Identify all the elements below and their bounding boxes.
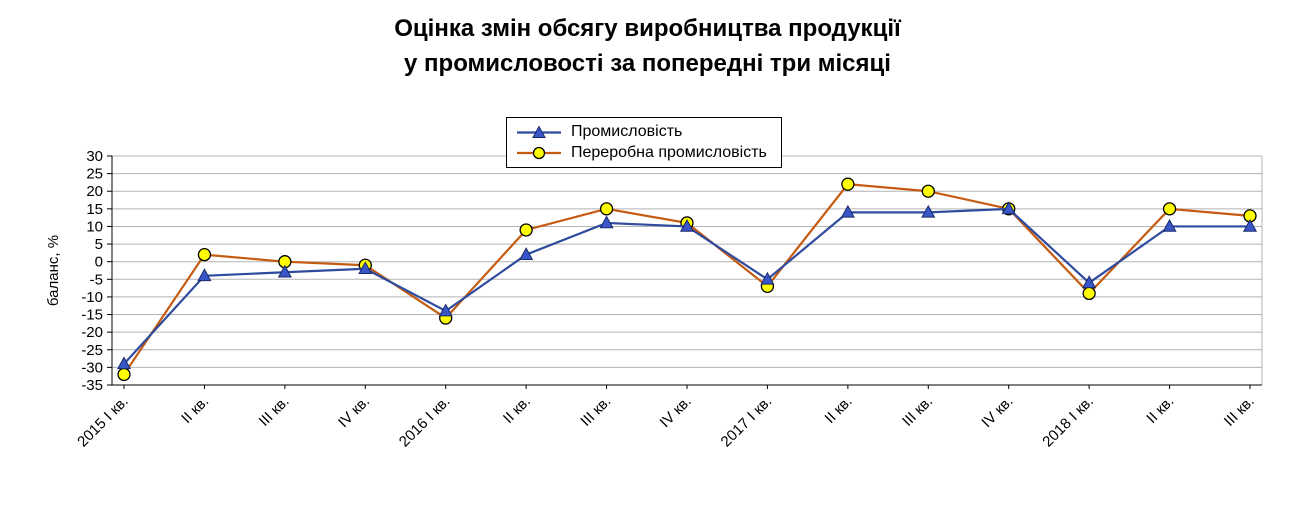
chart-title-line2: у промисловості за попередні три місяці xyxy=(404,49,891,77)
data-point-marker xyxy=(1242,218,1258,232)
data-point-marker xyxy=(841,177,855,191)
legend-sample-circle-icon xyxy=(517,146,561,160)
x-tick-label: III кв. xyxy=(577,393,614,430)
x-tick-label: III кв. xyxy=(1221,393,1258,430)
y-tick-label: -15 xyxy=(81,307,103,324)
y-tick-label: 25 xyxy=(86,166,103,183)
legend-sample-triangle-icon xyxy=(517,125,561,138)
x-tick-label: IV кв. xyxy=(978,393,1016,431)
data-point-marker xyxy=(358,261,373,275)
data-point-marker xyxy=(599,215,614,229)
data-point-marker xyxy=(1162,202,1177,216)
y-tick-label: -25 xyxy=(81,342,103,359)
legend-item-processing: Переробна промисловість xyxy=(516,144,767,162)
legend-label-processing: Переробна промисловість xyxy=(571,144,767,161)
data-point-marker xyxy=(519,247,534,260)
y-tick-label: -35 xyxy=(81,377,103,394)
data-point-marker xyxy=(921,184,935,198)
data-point-marker xyxy=(116,356,132,370)
x-tick-label: IV кв. xyxy=(335,393,373,431)
data-point-marker xyxy=(438,303,453,317)
data-point-marker xyxy=(519,223,533,237)
x-tick-label: III кв. xyxy=(256,393,293,430)
data-point-marker xyxy=(679,218,695,232)
x-tick-label: 2017 I кв. xyxy=(718,393,776,451)
y-tick-label: -30 xyxy=(81,359,103,376)
data-point-marker xyxy=(760,271,775,285)
x-tick-label: IV кв. xyxy=(657,393,695,431)
legend-item-industry: Промисловість xyxy=(516,123,767,141)
data-point-marker xyxy=(1001,201,1016,215)
legend-label-industry: Промисловість xyxy=(571,123,683,140)
y-tick-label: 0 xyxy=(95,254,103,271)
x-tick-label: II кв. xyxy=(500,393,534,427)
data-point-marker xyxy=(599,202,614,216)
y-tick-label: 15 xyxy=(86,201,103,218)
data-point-marker xyxy=(277,264,292,278)
y-tick-label: 10 xyxy=(86,218,103,235)
data-point-marker xyxy=(197,247,212,262)
data-point-marker xyxy=(921,204,936,218)
y-tick-label: 20 xyxy=(86,183,103,200)
x-tick-label: II кв. xyxy=(822,393,856,427)
y-tick-label: -20 xyxy=(81,324,103,341)
x-tick-label: 2016 I кв. xyxy=(396,393,454,451)
y-tick-label: 5 xyxy=(95,236,103,253)
data-point-marker xyxy=(197,268,212,282)
y-axis-label: баланс, % xyxy=(45,235,62,306)
x-tick-label: III кв. xyxy=(899,393,936,430)
x-tick-label: II кв. xyxy=(178,393,212,427)
chart-title: Оцінка змін обсягу виробництва продукції… xyxy=(0,12,1295,82)
x-tick-label: 2015 I кв. xyxy=(74,393,132,451)
y-tick-label: 30 xyxy=(86,148,103,165)
legend: Промисловість Переробна промисловість xyxy=(506,117,782,168)
data-point-marker xyxy=(1082,275,1097,289)
data-point-marker xyxy=(840,204,855,218)
y-tick-label: -10 xyxy=(81,289,103,306)
data-point-marker xyxy=(117,367,131,382)
data-point-marker xyxy=(1082,286,1096,301)
x-tick-label: II кв. xyxy=(1143,393,1177,427)
y-tick-label: -5 xyxy=(90,271,103,288)
chart-title-line1: Оцінка змін обсягу виробництва продукції xyxy=(394,15,901,42)
data-point-marker xyxy=(1162,218,1177,232)
x-tick-label: 2018 I кв. xyxy=(1039,393,1097,451)
